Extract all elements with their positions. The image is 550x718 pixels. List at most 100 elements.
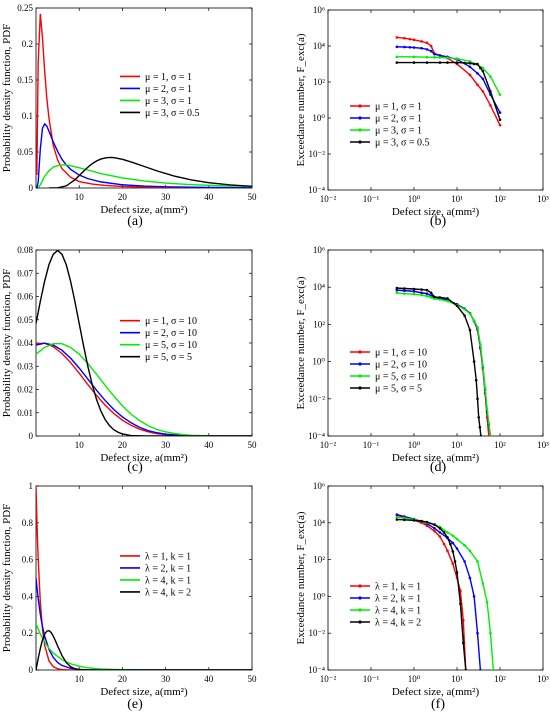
series-line-4 [396, 518, 467, 670]
data-point [459, 602, 462, 606]
data-point [412, 46, 416, 49]
legend-marker [358, 584, 362, 588]
x-axis-label: Defect size, a(mm²) [100, 204, 188, 216]
legend-label: λ = 2, k = 1 [375, 594, 421, 605]
data-point [468, 61, 472, 65]
data-point [433, 529, 436, 533]
data-point [425, 294, 429, 298]
x-tick-label: 40 [204, 440, 214, 450]
data-point [446, 549, 449, 553]
data-point [481, 90, 485, 93]
panel-caption-a: (a) [127, 214, 143, 229]
series-line-4 [48, 156, 252, 188]
x-tick-label: 10⁻¹ [363, 194, 380, 204]
data-point [403, 36, 406, 40]
y-tick-label: 10⁻² [309, 628, 326, 638]
data-point [489, 75, 492, 78]
series-line-3 [37, 164, 252, 188]
x-tick-label: 10² [494, 440, 506, 450]
x-tick-label: 10³ [537, 440, 549, 450]
data-point [455, 304, 459, 308]
data-point [478, 425, 482, 429]
x-tick-label: 10⁻² [320, 440, 337, 450]
x-tick-label: 10³ [537, 194, 549, 204]
data-point [442, 531, 446, 534]
x-axis-label: Defect size, a(mm²) [100, 686, 188, 698]
y-tick-label: 0 [29, 183, 34, 193]
data-point [474, 378, 478, 382]
panel-caption-e: (e) [127, 697, 143, 712]
x-tick-label: 40 [204, 192, 214, 202]
y-tick-label: 0.4 [22, 591, 34, 601]
data-point [481, 66, 485, 70]
y-axis-label: Probability density function, PDF [1, 504, 13, 653]
data-point [468, 73, 472, 77]
x-tick-label: 50 [248, 674, 258, 684]
axes-box [35, 7, 253, 189]
data-point [438, 527, 442, 530]
data-point [395, 45, 399, 49]
y-tick-label: 10⁴ [313, 282, 325, 292]
legend-label: λ = 4, k = 2 [375, 618, 421, 629]
data-point [476, 325, 479, 329]
legend-label: λ = 4, k = 1 [375, 606, 421, 617]
y-tick-label: 10⁻² [309, 394, 326, 404]
y-tick-label: 0.03 [17, 361, 33, 371]
data-point [461, 619, 465, 622]
x-tick-label: 10⁰ [408, 674, 421, 684]
data-point [476, 83, 479, 87]
data-point [395, 288, 399, 292]
panel-c: 10 20 30 40 50 0 0.01 0.02 0.03 0.04 0.05 0.06 0.07 0… [1, 245, 257, 464]
plot-area [36, 250, 252, 436]
data-point [425, 292, 429, 295]
legend-label: μ = 1, σ = 10 [145, 316, 197, 327]
y-tick-label: 10⁰ [312, 113, 325, 123]
data-point [395, 515, 399, 519]
data-point [461, 641, 465, 645]
x-tick-label: 10 [75, 192, 85, 202]
data-point [412, 290, 416, 293]
data-point [455, 537, 459, 541]
data-point [425, 524, 429, 527]
series-line-2 [36, 122, 252, 188]
data-point [472, 62, 476, 66]
x-tick-label: 10⁻¹ [363, 440, 380, 450]
y-tick-label: 0.04 [17, 338, 33, 348]
panel-caption-d: (d) [430, 460, 447, 475]
y-tick-label: 10⁻² [309, 149, 326, 159]
data-point [468, 549, 472, 553]
data-point [438, 531, 442, 534]
data-point [446, 56, 449, 60]
y-tick-label: 0.02 [17, 385, 33, 395]
data-point [446, 297, 449, 300]
legend-label: μ = 2, σ = 1 [375, 114, 422, 125]
y-tick-label: 0.07 [17, 268, 33, 278]
axes-box [35, 485, 253, 671]
data-point [412, 519, 416, 522]
data-point [489, 434, 492, 436]
data-point [468, 312, 472, 315]
x-axis-label: Defect size, a(mm²) [392, 452, 480, 464]
y-tick-label: 0.08 [17, 245, 33, 255]
y-tick-label: 0.25 [17, 3, 33, 13]
series-line-1 [36, 13, 252, 188]
series-line-1 [36, 342, 252, 436]
data-point [446, 299, 449, 303]
data-point [476, 560, 479, 563]
data-point [479, 668, 482, 670]
data-point [479, 434, 483, 436]
x-tick-label: 10 [75, 674, 85, 684]
data-point [420, 46, 423, 50]
legend-label: μ = 2, σ = 1 [145, 84, 192, 95]
legend-label: μ = 5, σ = 10 [375, 372, 427, 383]
plot-area [395, 513, 495, 670]
x-tick-label: 10⁻² [320, 194, 337, 204]
legend-marker [358, 140, 362, 144]
data-point [477, 416, 481, 419]
data-point [463, 307, 466, 311]
data-point [408, 45, 412, 49]
x-tick-label: 40 [204, 674, 214, 684]
data-point [412, 55, 416, 59]
y-tick-label: 0.01 [17, 408, 33, 418]
